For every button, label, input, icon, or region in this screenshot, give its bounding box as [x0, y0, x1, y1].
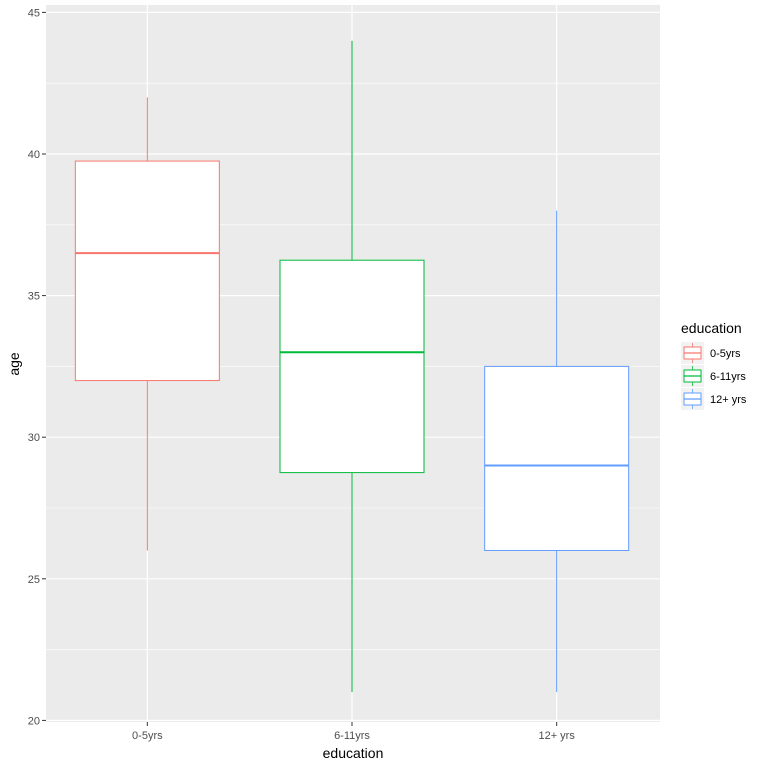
- y-axis: 20 25 30 35 40 45: [28, 7, 46, 727]
- box-6-11yrs: [279, 40, 425, 693]
- y-tick-label: 20: [28, 715, 40, 727]
- y-tick-label: 35: [28, 291, 40, 303]
- x-axis: 0-5yrs 6-11yrs 12+ yrs: [132, 722, 575, 742]
- box-0-5yrs: [74, 97, 220, 551]
- y-tick-label: 40: [28, 149, 40, 161]
- legend-item: 0-5yrs: [681, 342, 741, 364]
- legend-label: 0-5yrs: [710, 348, 741, 360]
- y-axis-title: age: [6, 352, 22, 376]
- x-tick-label: 0-5yrs: [132, 730, 163, 742]
- y-tick-label: 30: [28, 432, 40, 444]
- boxplots: [74, 40, 630, 693]
- legend-label: 6-11yrs: [710, 371, 746, 383]
- legend-label: 12+ yrs: [710, 394, 747, 406]
- y-tick-label: 45: [28, 7, 40, 19]
- x-axis-title: education: [323, 745, 384, 761]
- x-tick-label: 6-11yrs: [334, 730, 370, 742]
- legend-item: 6-11yrs: [681, 365, 746, 387]
- box-12-yrs: [484, 210, 630, 693]
- x-tick-label: 12+ yrs: [538, 730, 575, 742]
- iqr-box: [484, 365, 630, 551]
- legend-title: education: [681, 320, 742, 336]
- y-tick-label: 25: [28, 574, 40, 586]
- legend-item: 12+ yrs: [681, 388, 747, 410]
- legend: education 0-5yrs 6-11yrs 12+ yrs: [681, 320, 747, 410]
- iqr-box: [279, 259, 425, 474]
- iqr-box: [74, 160, 220, 382]
